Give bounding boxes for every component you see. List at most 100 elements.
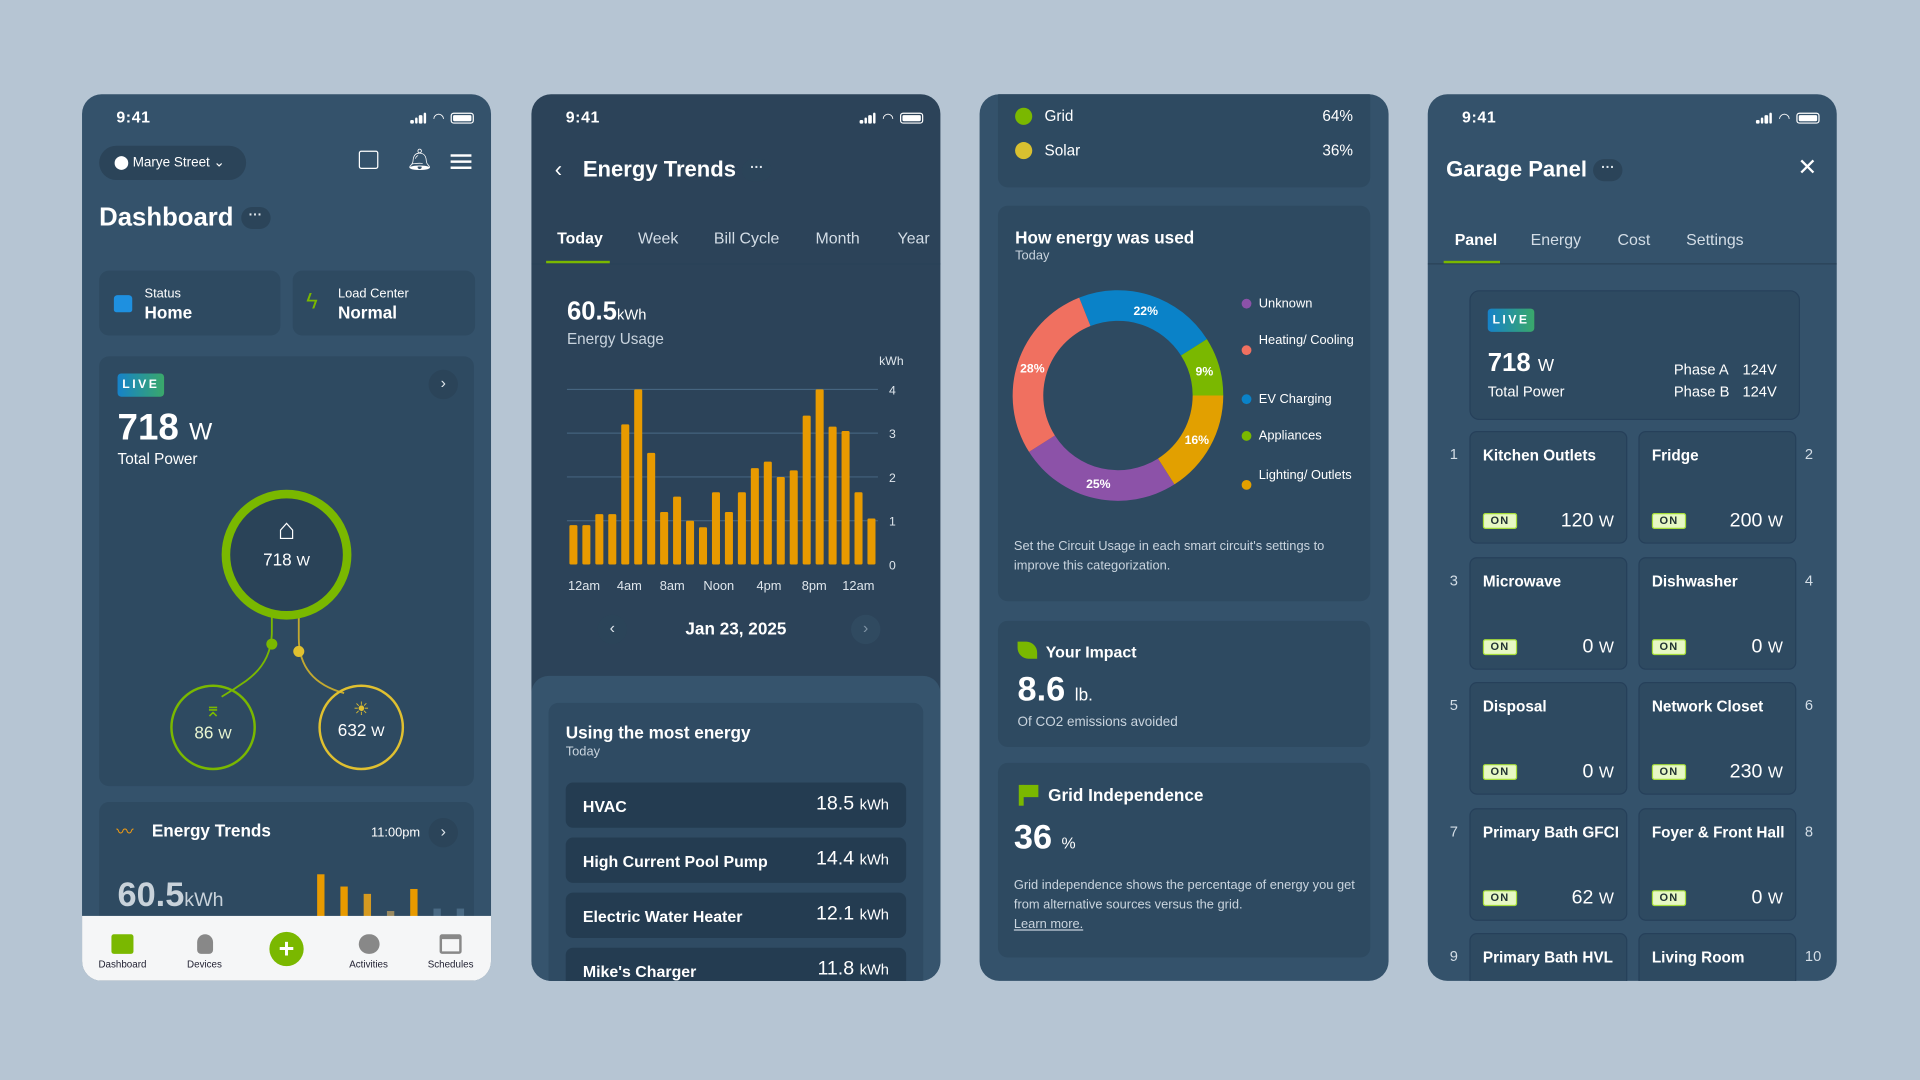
bar-hour-14[interactable] [750,468,759,565]
consumer-name: Mike's Charger [582,962,697,981]
circuit-state-toggle[interactable]: ON [1651,513,1687,529]
circuit-card[interactable]: Foyer & Front Hall ON 0 W [1638,807,1797,921]
energy-details-screen: Grid 64% Solar 36% How energy was used T… [979,94,1389,981]
bar-hour-21[interactable] [841,430,850,565]
bar-hour-10[interactable] [698,527,708,565]
circuit-card[interactable]: Microwave ON 0 W [1469,556,1628,670]
bar-hour-16[interactable] [776,476,785,565]
circuit-card[interactable]: Kitchen Outlets ON 120 W [1469,431,1628,544]
previous-date-button[interactable]: ‹ [597,614,627,645]
tab-energy[interactable]: Energy [1530,230,1582,249]
bar-hour-4[interactable] [621,424,630,565]
nav-devices[interactable]: Devices [168,916,241,970]
energy-consumer-row[interactable]: HVAC 18.5 kWh [565,782,907,828]
tab-panel[interactable]: Panel [1454,230,1498,249]
load-center-card[interactable]: ϟ Load Center Normal [292,270,476,336]
circuit-card[interactable]: Dishwasher ON 0 W [1638,556,1797,670]
energy-consumer-row[interactable]: Electric Water Heater 12.1 kWh [565,892,907,938]
bar-hour-17[interactable] [789,470,798,565]
donut-slice-appliances[interactable] [1181,339,1224,396]
chevron-right-icon[interactable]: › [428,817,458,848]
circuit-card[interactable]: Network Closet ON 230 W [1638,682,1797,795]
circuit-state-toggle[interactable]: ON [1651,638,1687,655]
mini-bars [317,869,465,919]
circuit-card[interactable]: Fridge ON 200 W [1638,431,1797,544]
bar-hour-18[interactable] [802,415,811,565]
x-tick-label: 12am [842,578,874,593]
bar-hour-2[interactable] [595,514,604,565]
tab-cost[interactable]: Cost [1617,230,1651,249]
tab-year[interactable]: Year [897,228,930,248]
bar-hour-8[interactable] [673,496,682,565]
circuit-state-toggle[interactable]: ON [1482,764,1518,781]
bar-hour-23[interactable] [867,518,876,565]
circuit-card[interactable]: Primary Bath GFCI ON 62 W [1469,807,1628,921]
panel-total-power: 718 W [1487,348,1555,378]
bar-hour-13[interactable] [737,492,746,565]
circuit-state-toggle[interactable]: ON [1482,638,1518,655]
energy-consumer-row[interactable]: High Current Pool Pump 14.4 kWh [565,837,907,883]
tab-week[interactable]: Week [637,228,679,248]
nav-schedules[interactable]: Schedules [414,916,487,970]
donut-slice-heating-cooling[interactable] [1012,297,1091,452]
circuit-state-toggle[interactable]: ON [1482,513,1518,529]
chevron-right-icon[interactable]: › [428,369,458,400]
next-date-button[interactable]: › [851,614,881,645]
bar-hour-11[interactable] [711,492,720,565]
circuit-card[interactable]: Living Room [1638,933,1797,981]
status-value: Home [144,302,193,323]
live-power-card[interactable]: LIVE › 718 W Total Power ⌂ 718 W ⌆ 86 W … [99,356,474,787]
circuit-card[interactable]: Primary Bath HVL [1469,933,1628,981]
circuit-state-toggle[interactable]: ON [1482,889,1518,906]
circuit-card[interactable]: Disposal ON 0 W [1469,682,1628,795]
bar-hour-9[interactable] [686,520,695,565]
x-tick-label: Noon [703,578,734,593]
nav-dashboard[interactable]: Dashboard [86,916,159,970]
bar-hour-12[interactable] [724,511,733,565]
bar-hour-6[interactable] [647,452,656,565]
legend-dot-icon [1241,345,1252,356]
tab-bill-cycle[interactable]: Bill Cycle [713,228,780,248]
consumer-name: HVAC [582,797,627,816]
more-button[interactable]: ··· [240,207,271,230]
energy-consumer-row[interactable]: Mike's Charger 11.8 kWh [565,947,907,981]
tab-settings[interactable]: Settings [1686,230,1744,249]
donut-slice-unknown[interactable] [1029,435,1175,501]
location-selector[interactable]: ⬤ Marye Street ⌄ [99,145,247,181]
bar-hour-20[interactable] [828,426,837,565]
bar-hour-1[interactable] [582,525,591,565]
tab-today[interactable]: Today [557,228,603,248]
circuit-state-toggle[interactable]: ON [1651,764,1687,781]
signal-icon [860,112,876,124]
status-time: 9:41 [1462,107,1497,127]
nav-add-button[interactable]: + [250,916,323,967]
bar-hour-19[interactable] [815,389,824,565]
close-icon[interactable]: ✕ [1797,155,1818,182]
menu-icon[interactable] [450,154,472,169]
status-card[interactable]: Status Home [99,270,281,336]
circuit-name: Primary Bath HVL [1482,948,1613,967]
bell-icon[interactable]: 🔔︎ [406,148,433,172]
more-button[interactable]: ··· [742,159,772,182]
more-button[interactable]: ··· [1593,159,1623,182]
tab-month[interactable]: Month [815,228,860,248]
home-power-node[interactable]: ⌂ 718 W [221,489,352,620]
bar-hour-0[interactable] [569,525,578,565]
back-button[interactable]: ‹ [554,156,563,182]
bar-hour-5[interactable] [634,389,643,565]
learn-more-link[interactable]: Learn more. [1013,917,1084,932]
solar-power-node[interactable]: ☀ 632 W [318,684,405,771]
total-power-label: Total Power [117,450,198,468]
nav-activities[interactable]: Activities [332,916,405,970]
donut-slice-ev-charging[interactable] [1079,290,1207,356]
grid-independence-card: Grid Independence 36 % Grid independence… [997,762,1371,958]
bar-hour-22[interactable] [854,492,863,565]
shop-icon[interactable] [358,150,379,169]
donut-slice-lighting-outlets[interactable] [1157,395,1224,485]
bar-hour-3[interactable] [608,514,617,565]
bar-hour-15[interactable] [763,461,772,565]
grid-power-node[interactable]: ⌆ 86 W [170,684,256,771]
bar-hour-7[interactable] [660,511,669,565]
circuit-state-toggle[interactable]: ON [1651,889,1687,906]
energy-trends-card[interactable]: 〰 Energy Trends 11:00pm › 60.5kWh [99,802,474,937]
